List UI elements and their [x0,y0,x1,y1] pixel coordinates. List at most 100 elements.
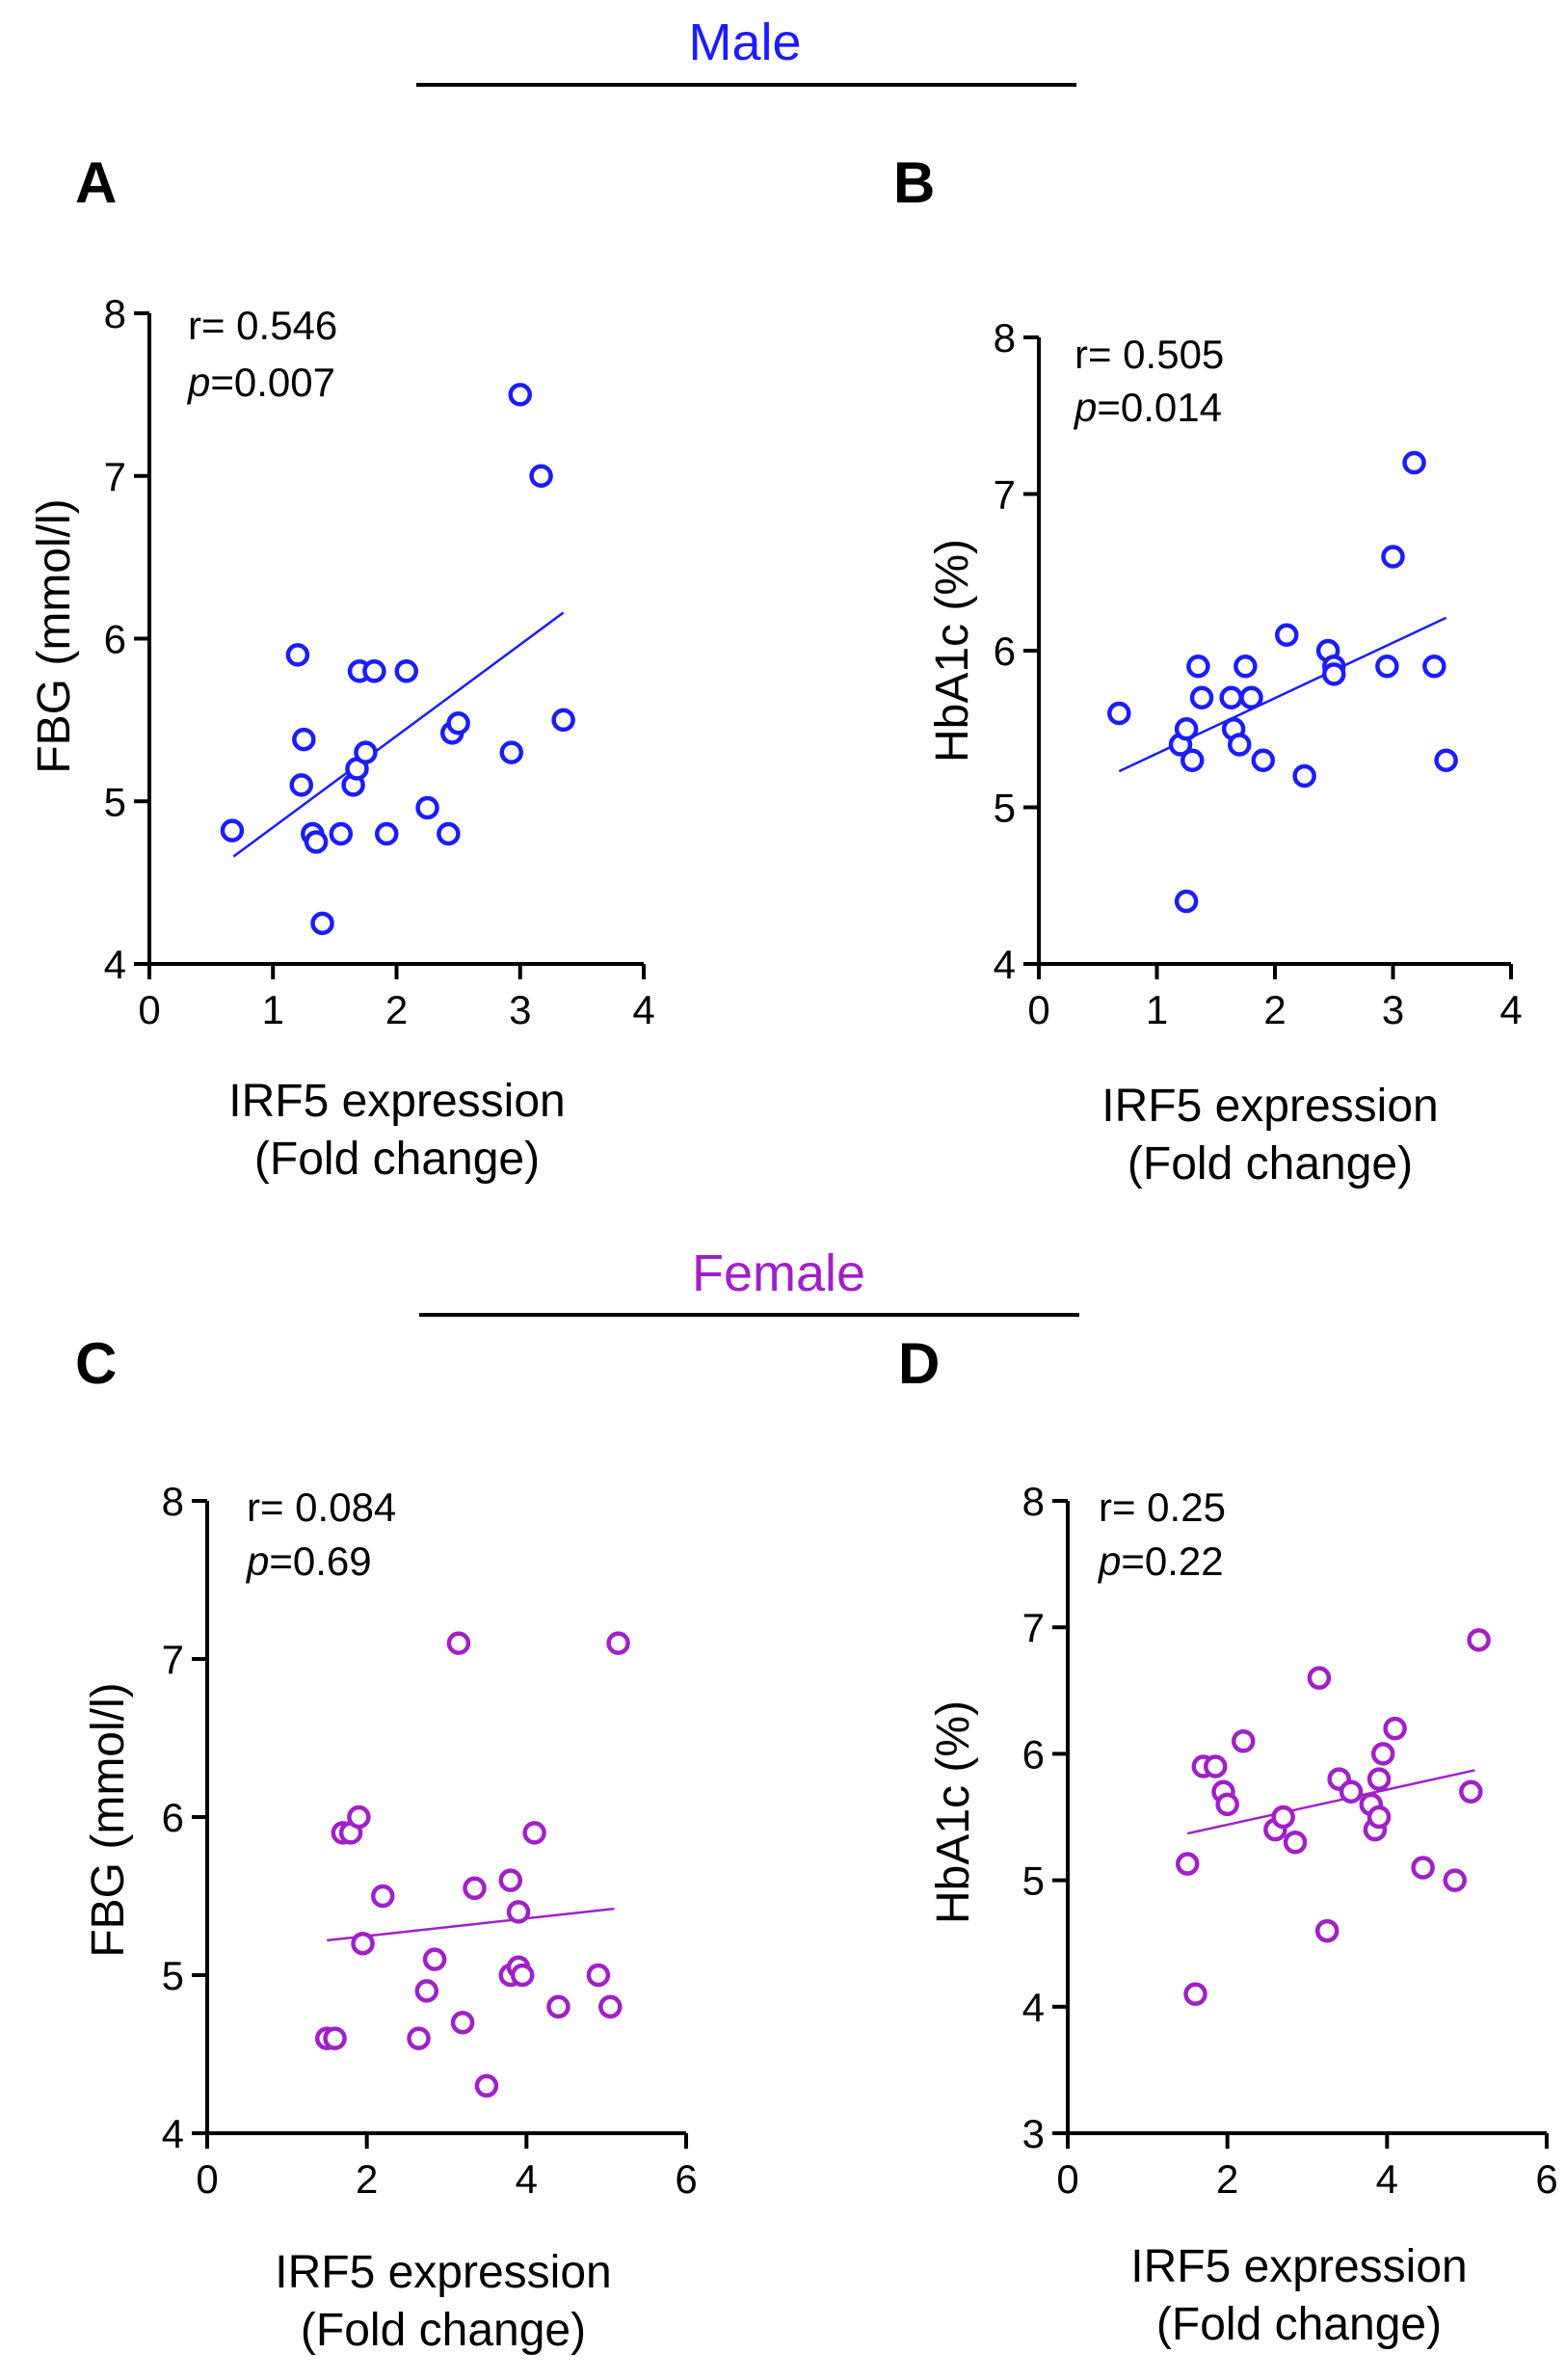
panel-c-fit-line [327,1907,615,1942]
panel-d-data-point [1314,1918,1340,1943]
panel-c-data-point [474,2073,499,2099]
panel-c-data-point [598,1994,623,2019]
panel-b-data-point [1239,685,1263,709]
panel-a-data-point [362,659,386,683]
panel-b-data-point [1375,655,1399,679]
panel-c-data-point [446,1631,471,1655]
panel-c-data-point [498,1868,523,1892]
panel-d-y-axis-title: HbA1c (%) [928,1700,979,1924]
panel-d-x-tick-label: 4 [1376,2156,1398,2202]
panel-d-r-value: r= 0.25 [1099,1484,1226,1530]
panel-d-data-point [1271,1805,1295,1830]
panel-c-plot: 4 5 6 7 8 0 2 4 6 [162,1479,698,2202]
panel-c-data-point [522,1821,546,1845]
panel-a-p-value: p=0.007 [186,360,335,405]
panel-d-x-tick-label: 6 [1535,2156,1557,2202]
panel-c-x-axis-title-line1: IRF5 expression [275,2247,611,2298]
panel-a-y-tick-label: 5 [104,779,126,824]
panel-b-x-tick-label: 4 [1499,987,1522,1032]
panel-d-fit-line [1186,1769,1475,1835]
panel-b-data-point [1174,889,1199,914]
panel-d-data-point [1366,1805,1392,1830]
panel-b-x-tick-label: 3 [1382,987,1404,1032]
panel-c-data-point [463,1876,487,1901]
panel-d-data-point [1443,1868,1467,1892]
panel-a-r-value: r= 0.546 [188,303,337,348]
panel-c-x-axis-title-line2: (Fold change) [301,2305,586,2356]
panel-c-y-tick-label: 6 [162,1795,184,1840]
panel-d-data-point [1366,1767,1392,1791]
panel-c-data-point [422,1947,447,1971]
panel-d-p-value: p=0.22 [1097,1538,1224,1584]
panel-b-data-point [1233,655,1258,679]
panel-d-y-tick-label: 6 [1022,1731,1045,1777]
panel-c-data-point [370,1884,395,1909]
panel-b-data-point [1219,685,1243,709]
panel-d-data-point [1307,1666,1332,1690]
panel-a-y-tick-label: 4 [104,942,126,987]
panel-a-data-point [394,659,419,683]
panel-d-data-point [1283,1830,1308,1855]
panel-c-data-point [407,2026,431,2050]
panel-a-y-tick-label: 8 [104,291,126,336]
panel-d-x-tick-label: 2 [1216,2156,1238,2202]
panel-d-data-point [1183,1982,1207,2006]
panel-b-data-point [1228,733,1252,757]
panel-a-x-tick-label: 0 [138,987,160,1032]
panel-a-data-point [508,383,532,407]
panel-b-y-tick-label: 7 [994,472,1016,518]
panel-b-data-point [1275,623,1299,647]
panel-d-data-point [1203,1754,1228,1778]
panel-a-data-point [329,821,354,846]
panel-d-data-point [1176,1852,1200,1876]
panel-c-data-point [323,2026,347,2050]
panel-c-data-point [606,1631,630,1655]
panel-b-data-point [1322,662,1346,686]
panel-d-y-tick-label: 8 [1022,1479,1045,1524]
panel-d-data-point [1370,1742,1395,1766]
panel-b-data-point [1174,717,1199,741]
panel-b-data-point [1180,748,1205,772]
panel-letter-c: C [75,1331,117,1396]
panel-a-data-point [285,643,310,667]
panel-c-x-tick-label: 2 [356,2156,378,2202]
panel-d-y-tick-label: 7 [1022,1605,1045,1650]
panel-b-y-axis-title: HbA1c (%) [927,539,978,762]
panel-d-y-tick-label: 4 [1022,1985,1045,2030]
panel-c-data-point [351,1931,375,1956]
panel-b-data-point [1292,763,1316,789]
panel-c-x-tick-label: 4 [516,2156,538,2202]
group-label-female: Female [692,1244,865,1302]
panel-letter-b: B [893,150,935,215]
panel-b-y-tick-label: 5 [994,786,1016,831]
panel-a-x-tick-label: 3 [509,987,531,1032]
panel-a-data-point [551,708,575,733]
panel-d-y-tick-label: 3 [1022,2111,1045,2156]
panel-d-data-point [1383,1716,1407,1741]
panel-d-data-point [1459,1779,1483,1805]
panel-a-fit-line [232,611,565,858]
panel-a-x-tick-label: 1 [262,987,284,1032]
panel-b-p-value: p=0.014 [1073,385,1222,430]
panel-b-y-tick-label: 6 [994,628,1016,674]
panel-a-data-point [304,830,329,854]
panel-letter-a: A [75,150,117,215]
panel-a-y-tick-label: 7 [104,454,126,499]
panel-c: C 4 5 6 7 8 0 2 4 6 r= 0.084 p=0.69 FBG (mmol/l)… [75,1331,698,2356]
panel-d: D 3 4 5 6 7 8 0 2 4 6 r= 0.25 p=0.22 HbA1c (%) IR… [898,1331,1558,2350]
panel-c-x-tick-label: 0 [196,2156,218,2202]
panel-a-x-axis-title-line1: IRF5 expression [228,1076,565,1127]
panel-b-r-value: r= 0.505 [1074,332,1224,377]
panel-d-data-point [1215,1792,1239,1817]
panel-b-data-point [1107,701,1131,726]
panel-d-data-point [1467,1628,1491,1652]
panel-letter-d: D [898,1331,940,1396]
panel-b-data-point [1186,655,1210,679]
panel-a-data-point [446,711,470,735]
panel-a-plot: 4 5 6 7 8 0 1 2 3 4 [104,291,655,1032]
panel-d-data-point [1231,1729,1256,1753]
panel-a-data-point [289,773,313,797]
panel-c-data-point [414,1979,439,2003]
